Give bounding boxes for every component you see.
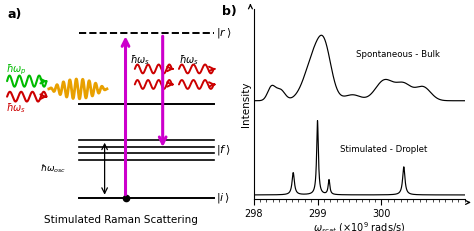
Text: Stimulated - Droplet: Stimulated - Droplet (340, 145, 427, 154)
Text: a): a) (7, 8, 21, 21)
Text: $|f\,\rangle$: $|f\,\rangle$ (216, 143, 231, 157)
Text: $\hbar\omega_{osc}$: $\hbar\omega_{osc}$ (40, 162, 67, 175)
Text: $\hbar\omega_s$: $\hbar\omega_s$ (179, 53, 199, 67)
Y-axis label: Intensity: Intensity (241, 81, 251, 127)
Text: $|r\,\rangle$: $|r\,\rangle$ (216, 26, 232, 40)
X-axis label: $\omega_{scat}$ ($\times 10^9$ rads/s): $\omega_{scat}$ ($\times 10^9$ rads/s) (313, 220, 405, 231)
Text: Spontaneous - Bulk: Spontaneous - Bulk (356, 50, 440, 59)
Text: $|i\,\rangle$: $|i\,\rangle$ (216, 191, 230, 205)
Text: $\hbar\omega_p$: $\hbar\omega_p$ (6, 63, 27, 77)
Text: $\hbar\omega_s$: $\hbar\omega_s$ (6, 101, 26, 115)
Text: Stimulated Raman Scattering: Stimulated Raman Scattering (44, 215, 198, 225)
Text: $\hbar\omega_s$: $\hbar\omega_s$ (130, 53, 150, 67)
Text: b): b) (222, 6, 237, 18)
